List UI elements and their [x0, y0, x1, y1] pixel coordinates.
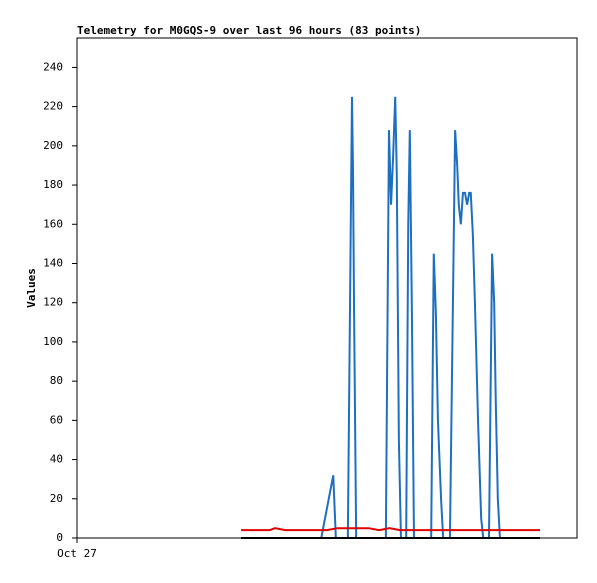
y-tick-label: 20 [50, 492, 63, 505]
y-tick-label: 220 [43, 100, 63, 113]
y-tick-label: 80 [50, 374, 63, 387]
y-axis-label: Values [25, 268, 38, 308]
series-line [241, 527, 541, 532]
y-tick-label: 0 [56, 531, 63, 544]
chart-title: Telemetry for M0GQS-9 over last 96 hours… [77, 24, 421, 37]
y-tick-label: 160 [43, 217, 63, 230]
y-tick-label: 140 [43, 256, 63, 269]
x-tick-label: Oct 27 [57, 547, 97, 560]
y-tick-label: 180 [43, 178, 63, 191]
y-tick-label: 200 [43, 139, 63, 152]
y-tick-label: 240 [43, 60, 63, 73]
y-tick-label: 60 [50, 413, 63, 426]
y-tick-label: 120 [43, 296, 63, 309]
y-tick-label: 100 [43, 335, 63, 348]
y-tick-label: 40 [50, 453, 63, 466]
